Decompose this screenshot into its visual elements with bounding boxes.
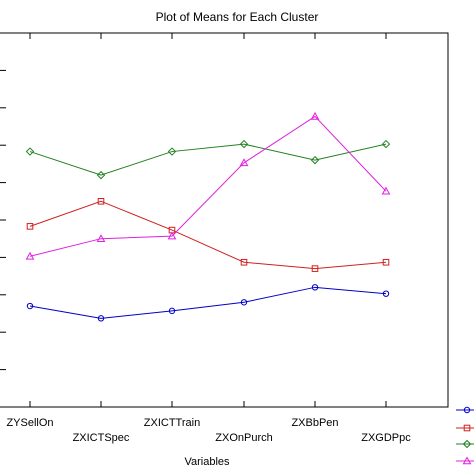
data-point (462, 439, 472, 449)
data-point (239, 139, 249, 149)
series-line (29, 286, 387, 319)
data-point (167, 231, 177, 240)
legend (456, 406, 474, 465)
x-tick-label: ZXGDPpc (361, 432, 411, 444)
data-point (463, 424, 471, 432)
data-point (240, 299, 248, 306)
data-point (168, 307, 176, 315)
data-point (311, 265, 319, 272)
data-point (97, 198, 105, 205)
data-point (382, 290, 390, 297)
data-point (462, 456, 472, 465)
data-point (240, 258, 248, 266)
data-point (26, 302, 34, 310)
data-point (25, 251, 35, 260)
x-tick-label: ZYSellOn (6, 417, 53, 429)
data-point (310, 111, 320, 120)
x-tick-labels: ZYSellOn ZXICTSpec ZXICTTrain ZXOnPurch ZXBb… (6, 417, 411, 444)
data-point (96, 170, 106, 180)
x-axis-ticks (29, 33, 387, 407)
x-tick-label: ZXICTTrain (144, 417, 200, 429)
data-point (167, 147, 177, 156)
data-point (239, 158, 249, 167)
data-point (311, 284, 319, 291)
series-line (29, 200, 387, 270)
y-axis-ticks (0, 69, 6, 371)
data-point (463, 406, 471, 414)
plot-frame (0, 32, 449, 408)
series-lines (29, 115, 387, 319)
data-point (381, 186, 391, 195)
x-tick-label: ZXBbPen (291, 417, 338, 429)
data-point (25, 147, 35, 156)
x-axis-label: Variables (184, 456, 230, 468)
chart-title: Plot of Means for Each Cluster (156, 10, 319, 24)
data-point (26, 223, 34, 230)
data-point (382, 258, 390, 266)
data-point (96, 234, 106, 242)
x-tick-label: ZXOnPurch (215, 432, 272, 444)
series-line (29, 143, 387, 176)
data-point (97, 315, 105, 322)
data-point (381, 139, 391, 149)
series-line (29, 115, 387, 257)
x-tick-label: ZXICTSpec (73, 432, 130, 444)
data-point (310, 155, 320, 165)
series-markers (25, 111, 391, 322)
